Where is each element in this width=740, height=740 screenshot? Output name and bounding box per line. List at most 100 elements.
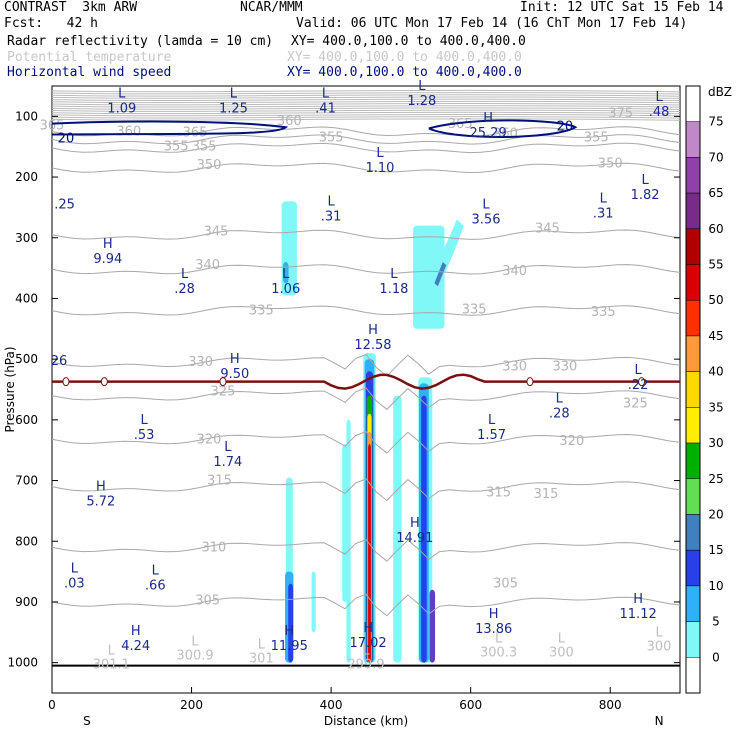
- theta-label: 360: [116, 125, 141, 140]
- wind-extreme-value: .28: [549, 407, 570, 422]
- colorbar-swatch: [685, 549, 701, 587]
- theta-contour: [51, 229, 681, 240]
- wind-extreme-value: 1.18: [379, 282, 408, 297]
- wind-extreme-value: 3.56: [472, 212, 501, 227]
- surface-theta-value: 300: [549, 645, 574, 660]
- surface-theta-letter: L: [655, 625, 663, 640]
- wind-extreme-value: 9.50: [220, 367, 249, 382]
- wind-extreme-value: .53: [134, 428, 155, 443]
- wind-extreme-value: 1.82: [631, 188, 660, 203]
- theta-line: [51, 103, 681, 106]
- theta-label: 325: [623, 396, 648, 411]
- colorbar-unit: dBZ: [708, 85, 732, 99]
- surface-theta-value: 300: [647, 639, 672, 654]
- wind-extreme-letter: L: [390, 267, 398, 282]
- y-tick-label: 1000: [7, 656, 38, 670]
- theta-contour: [51, 593, 681, 617]
- theta-line: [51, 113, 681, 117]
- field-xy-theta: XY= 400.0,100.0 to 400.0,400.0: [287, 50, 522, 65]
- surface-theta-value: 301.1: [93, 658, 130, 673]
- theta-label: 325: [211, 384, 236, 399]
- theta-label: 340: [502, 264, 527, 279]
- theta-label: 305: [195, 594, 220, 609]
- wind-extreme-letter: H: [410, 516, 420, 531]
- theta-line: [51, 111, 681, 115]
- wind-contours: [51, 119, 680, 667]
- surface-theta-value: 300.9: [176, 648, 213, 663]
- y-tick-label: 900: [15, 595, 38, 609]
- wind-extreme-letter: H: [633, 592, 643, 607]
- colorbar-swatch: [685, 85, 701, 122]
- theta-label: 340: [195, 258, 220, 273]
- y-tick-label: 500: [15, 352, 38, 366]
- theta-contour: [51, 353, 681, 377]
- colorbar-swatch: [685, 264, 701, 301]
- reflectivity-cell: [288, 583, 294, 663]
- surface-theta-letter: L: [258, 638, 266, 653]
- y-tick-label: 200: [15, 170, 38, 184]
- wind-extreme-letter: L: [152, 563, 160, 578]
- theta-contour: [51, 305, 681, 316]
- theta-label: 345: [535, 222, 560, 237]
- wind-extreme-value: 12.58: [354, 338, 391, 353]
- colorbar-tick-label: 55: [708, 258, 723, 272]
- colorbar-tick-label: 20: [708, 507, 723, 521]
- colorbar-tick-label: 45: [708, 329, 723, 343]
- reflectivity-cell: [393, 395, 402, 663]
- theta-label: 320: [197, 432, 222, 447]
- theta-line: [51, 116, 681, 119]
- init-time: Init: 12 UTC Sat 15 Feb 14: [520, 0, 724, 15]
- reflectivity-cell: [421, 395, 427, 663]
- theta-line: [51, 107, 681, 110]
- surface-theta-value: 301: [249, 652, 274, 667]
- theta-label: 330: [502, 359, 527, 374]
- wind-extreme-letter: L: [635, 363, 643, 378]
- theta-label: 315: [207, 474, 232, 489]
- wind-extreme-value: .31: [593, 206, 614, 221]
- wind-extreme-value: 17.02: [349, 636, 386, 651]
- wind-extreme-letter: H: [368, 323, 378, 338]
- wind-extreme-letter: H: [483, 111, 493, 126]
- theta-contour: [51, 431, 681, 454]
- reflectivity-cell: [429, 589, 436, 663]
- theta-label: 310: [201, 540, 226, 555]
- theta-label: 335: [249, 304, 274, 319]
- wind-extreme-letter: L: [600, 191, 608, 206]
- theta-label: 305: [493, 577, 518, 592]
- wind-extreme-value: .22: [628, 378, 649, 393]
- x-end-label-north: N: [655, 714, 664, 728]
- surface-theta-value: 299.9: [347, 658, 384, 673]
- colorbar-swatch: [685, 192, 701, 230]
- theta-line: [51, 96, 681, 99]
- wind-extreme-letter: L: [71, 562, 79, 577]
- colorbar-swatch: [685, 228, 701, 265]
- colorbar-swatch: [685, 442, 701, 480]
- freezing-level-marker: [638, 377, 646, 387]
- wind-extreme-letter: L: [482, 197, 490, 212]
- wind-contour-label: 20: [58, 132, 75, 147]
- theta-contour: [51, 162, 681, 174]
- wind-extreme-value: 14.91: [396, 531, 433, 546]
- colorbar-swatch: [685, 157, 701, 194]
- wind-extreme-letter: H: [131, 624, 141, 639]
- theta-label: 320: [559, 434, 584, 449]
- x-tick-label: 600: [459, 698, 482, 712]
- wind-extreme-value: .31: [321, 209, 342, 224]
- wind-extreme-letter: H: [284, 624, 294, 639]
- reflectivity-cell: [434, 262, 447, 287]
- colorbar-tick-label: 25: [708, 472, 723, 486]
- wind-extreme-letter: L: [556, 392, 564, 407]
- theta-label: 365: [448, 117, 473, 132]
- colorbar-tick-label: 15: [708, 543, 723, 557]
- wind-contour-20: [51, 120, 289, 136]
- theta-contour: [51, 539, 681, 562]
- wind-extreme-letter: L: [224, 440, 232, 455]
- wind-extreme-value: 26: [51, 354, 68, 369]
- theta-contour: [51, 142, 681, 154]
- wind-extreme-letter: L: [655, 90, 663, 105]
- wind-extreme-letter: H: [230, 352, 240, 367]
